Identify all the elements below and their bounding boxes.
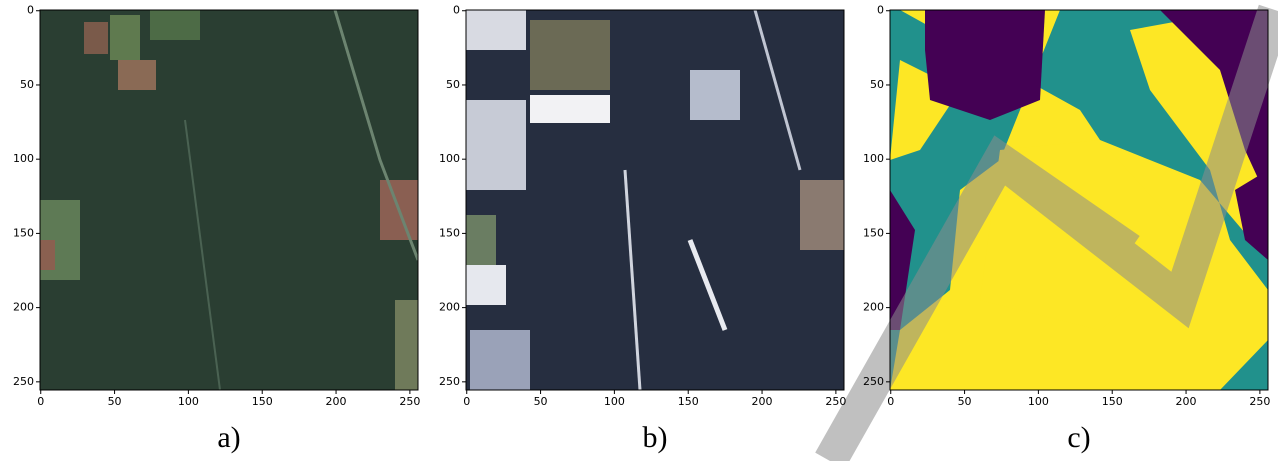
x-tick-label: 150	[252, 395, 273, 408]
y-tick-label: 0	[877, 4, 884, 17]
x-tick-label: 50	[108, 395, 122, 408]
x-tick-label: 250	[1249, 395, 1270, 408]
y-tick-label: 150	[439, 226, 460, 239]
y-tick-label: 100	[13, 152, 34, 165]
y-tick-label: 50	[20, 78, 34, 91]
x-tick-label: 50	[958, 395, 972, 408]
x-tick-label: 50	[534, 395, 548, 408]
y-tick-label: 250	[13, 375, 34, 388]
x-tick-label: 250	[825, 395, 846, 408]
y-tick-label: 100	[439, 152, 460, 165]
x-tick-label: 200	[752, 395, 773, 408]
panel-caption: c)	[1067, 421, 1090, 454]
x-tick-label: 100	[604, 395, 625, 408]
satellite-image-b	[466, 10, 844, 390]
x-tick-label: 0	[463, 395, 470, 408]
panel-caption: a)	[217, 421, 240, 454]
x-tick-label: 0	[887, 395, 894, 408]
x-tick-label: 150	[1102, 395, 1123, 408]
x-tick-label: 100	[1028, 395, 1049, 408]
x-tick-label: 0	[37, 395, 44, 408]
figure: 050100150200250050100150200250a)05010015…	[0, 0, 1278, 461]
x-tick-label: 200	[326, 395, 347, 408]
x-tick-label: 100	[178, 395, 199, 408]
y-tick-label: 100	[863, 152, 884, 165]
y-tick-label: 0	[453, 4, 460, 17]
x-tick-label: 250	[399, 395, 420, 408]
satellite-image-a	[40, 10, 418, 390]
y-tick-label: 200	[13, 301, 34, 314]
x-tick-label: 150	[678, 395, 699, 408]
y-tick-label: 50	[870, 78, 884, 91]
x-tick-label: 200	[1176, 395, 1197, 408]
y-tick-label: 200	[863, 301, 884, 314]
y-tick-label: 250	[439, 375, 460, 388]
y-tick-label: 0	[27, 4, 34, 17]
y-tick-label: 50	[446, 78, 460, 91]
y-tick-label: 200	[439, 301, 460, 314]
y-tick-label: 150	[863, 226, 884, 239]
y-tick-label: 250	[863, 375, 884, 388]
panel-caption: b)	[643, 421, 668, 454]
y-tick-label: 150	[13, 226, 34, 239]
